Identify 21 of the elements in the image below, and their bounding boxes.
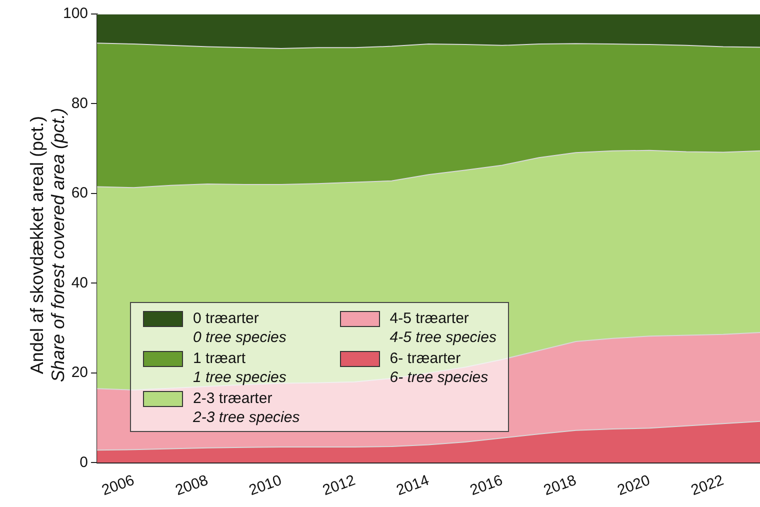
x-tick-label: 2020 <box>615 472 652 500</box>
y-tick-label: 80 <box>71 94 88 112</box>
x-tick-label: 2012 <box>320 472 358 500</box>
y-tick-label: 40 <box>71 274 88 292</box>
x-tick-label: 2022 <box>688 472 726 500</box>
y-axis-title: Andel af skovdækket areal (pct.) Share of forest covered area (pct.) <box>27 108 69 382</box>
x-tick-label: 2010 <box>246 472 284 500</box>
y-tick-label: 100 <box>62 5 88 22</box>
x-tick-label: 2018 <box>541 472 579 500</box>
x-tick-label: 2014 <box>394 472 432 500</box>
x-tick-label: 2008 <box>173 472 210 500</box>
legend-label: 6- træarter 6- tree species <box>390 349 488 387</box>
y-tick-label: 20 <box>71 364 88 382</box>
y-tick-label: 0 <box>80 454 88 471</box>
series-label: 2-3 træarter 2-3 tree species <box>193 389 300 427</box>
x-tick-label: 2006 <box>99 472 137 500</box>
legend-label: 4-5 træarter 4-5 tree species <box>390 309 496 347</box>
legend-label: 1 træart 1 tree species <box>193 349 286 387</box>
legend-label: 0 træarter 0 tree species <box>193 309 286 347</box>
y-tick-label: 60 <box>71 184 88 202</box>
x-tick-label: 2016 <box>468 472 505 500</box>
